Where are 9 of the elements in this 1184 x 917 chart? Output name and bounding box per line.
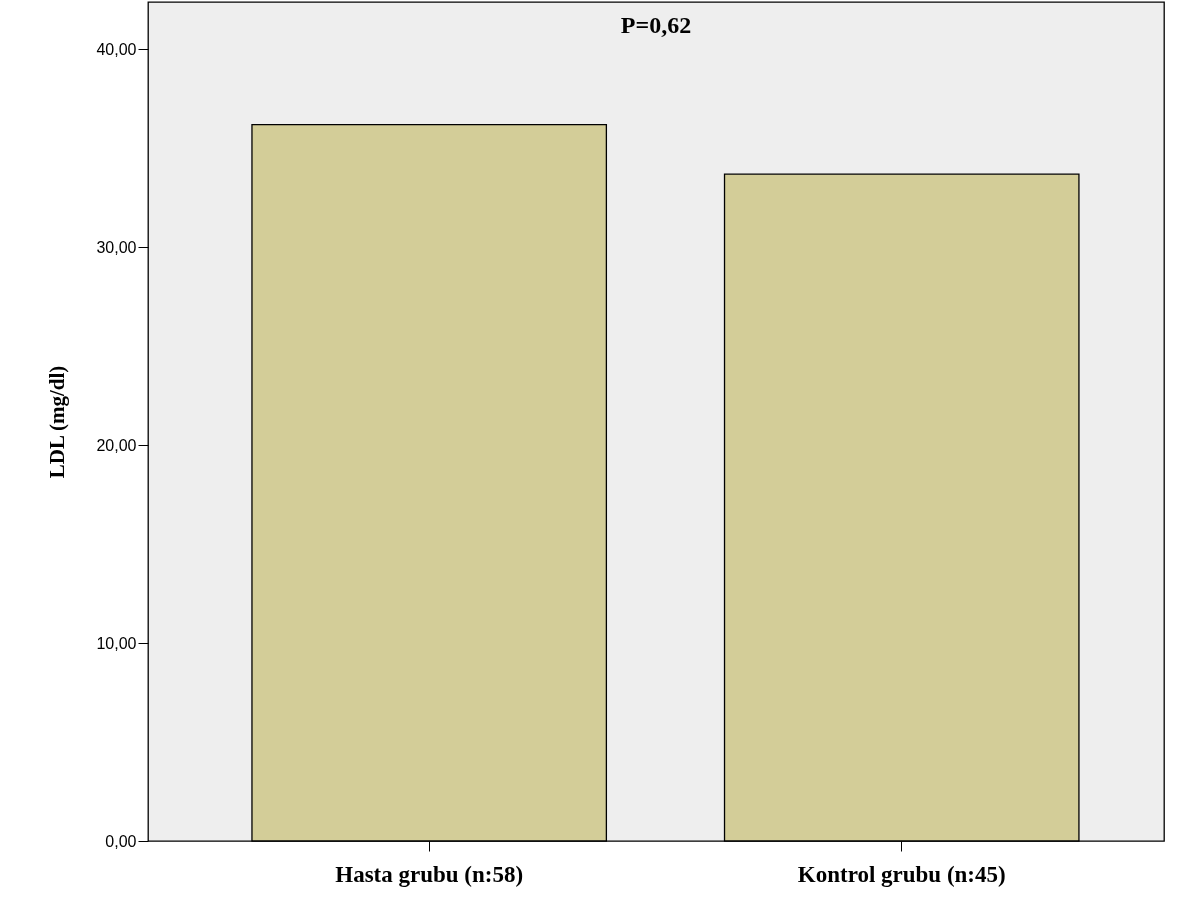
y-tick-label: 40,00 (96, 40, 137, 58)
x-tick-label: Hasta grubu (n:58) (335, 861, 524, 887)
y-tick-label: 20,00 (96, 436, 137, 454)
y-tick-label: 0,00 (105, 832, 137, 850)
y-tick-label: 30,00 (96, 238, 137, 256)
y-axis-title: LDL (mg/dl) (45, 365, 70, 479)
annotation: P=0,62 (620, 12, 692, 38)
y-tick-label: 10,00 (96, 634, 137, 652)
x-tick-label: Kontrol grubu (n:45) (797, 861, 1006, 887)
